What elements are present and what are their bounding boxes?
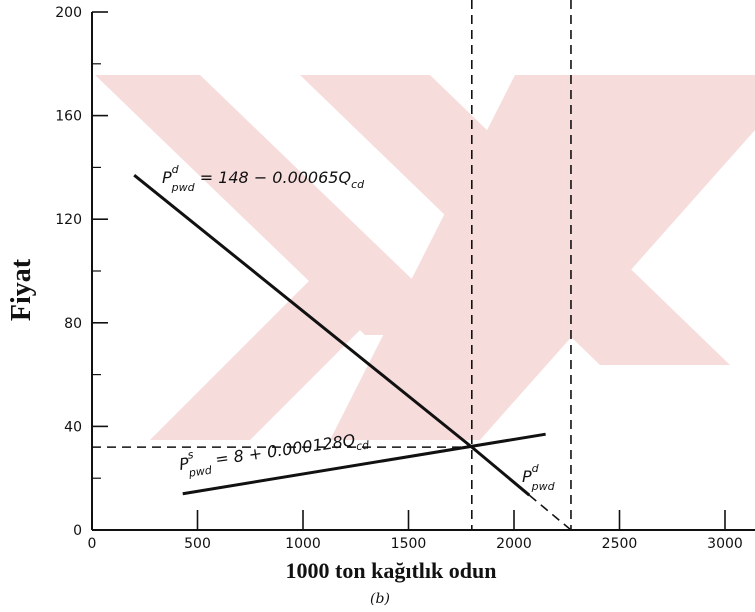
- x-tick-label: 1500: [391, 536, 427, 552]
- x-tick-label: 500: [184, 536, 211, 552]
- watermark: [95, 75, 755, 440]
- x-tick-label: 2000: [496, 536, 532, 552]
- y-tick-label: 80: [64, 316, 82, 332]
- series-lines: [133, 174, 572, 531]
- x-tick-label: 3000: [707, 536, 743, 552]
- y-tick-label: 40: [64, 419, 82, 435]
- panel-label: (b): [370, 591, 390, 607]
- demand-line: [133, 174, 473, 449]
- y-tick-label: 0: [73, 523, 82, 539]
- x-tick-label: 0: [88, 536, 97, 552]
- demand-line-dashed-extension: [528, 494, 572, 531]
- x-tick-label: 2500: [602, 536, 638, 552]
- demand-tail-label: Pd pwd: [522, 462, 556, 493]
- axes: [91, 11, 755, 531]
- y-tick-label: 160: [55, 109, 82, 125]
- y-tick-label: 120: [55, 212, 82, 228]
- x-axis-label: 1000 ton kağıtlık odun: [286, 558, 497, 583]
- reference-lines: [92, 0, 572, 530]
- x-tick-label: 1000: [285, 536, 321, 552]
- y-tick-label: 200: [55, 5, 82, 21]
- supply-line: [182, 432, 546, 496]
- demand-equation-label: Pd pwd = 148 − 0.00065Qcd: [162, 163, 365, 194]
- y-axis-label: Fiyat: [6, 258, 37, 321]
- demand-line-segment: [470, 445, 531, 497]
